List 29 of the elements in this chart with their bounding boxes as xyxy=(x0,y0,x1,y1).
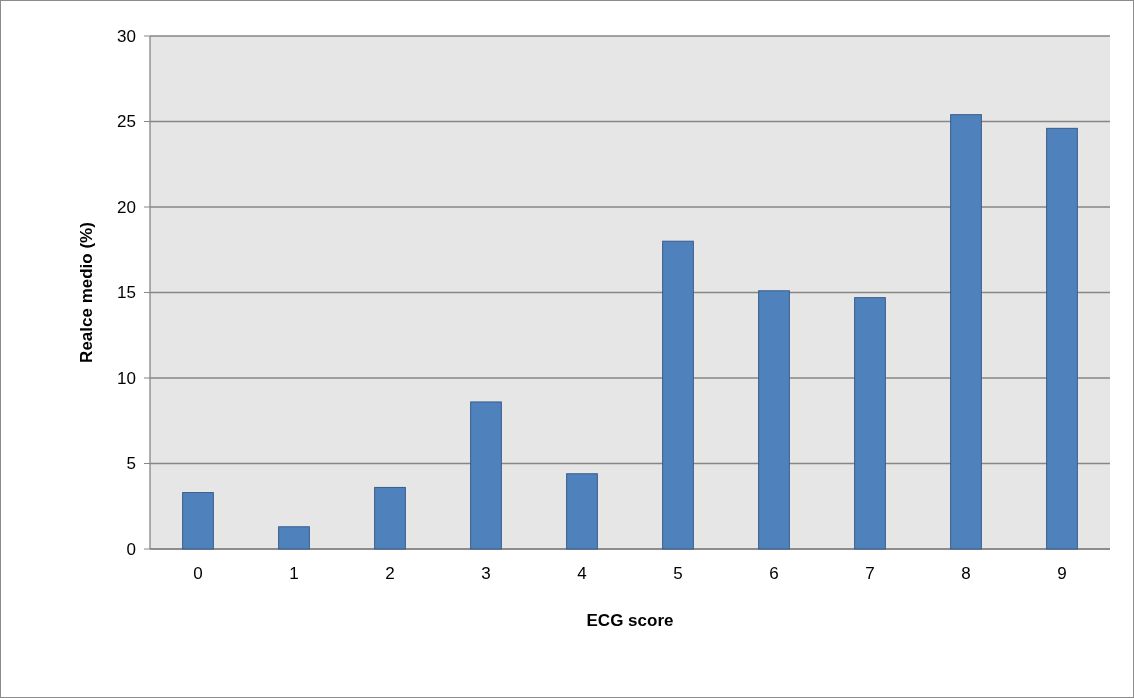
x-tick-label: 9 xyxy=(1057,564,1067,583)
x-tick-label: 6 xyxy=(769,564,779,583)
x-tick-label: 1 xyxy=(289,564,299,583)
bar xyxy=(854,297,886,550)
x-tick-label: 2 xyxy=(385,564,395,583)
x-tick-label: 4 xyxy=(577,564,587,583)
bar xyxy=(278,526,310,550)
y-tick-label: 10 xyxy=(117,368,136,388)
x-tick-label: 7 xyxy=(865,564,875,583)
y-tick-label: 5 xyxy=(126,454,136,474)
bar xyxy=(182,492,214,550)
x-tick-label: 8 xyxy=(961,564,971,583)
x-tick-label: 0 xyxy=(193,564,203,583)
bar xyxy=(758,290,790,550)
y-axis-title: Realce medio (%) xyxy=(77,222,96,363)
bar xyxy=(374,486,406,550)
y-tick-label: 30 xyxy=(117,26,136,46)
x-tick-label: 3 xyxy=(481,564,491,583)
bar xyxy=(470,401,502,550)
bar xyxy=(950,114,982,550)
x-tick-label: 5 xyxy=(673,564,683,583)
bar xyxy=(566,473,598,550)
y-tick-label: 15 xyxy=(117,283,136,303)
y-tick-label: 25 xyxy=(117,112,136,132)
bar xyxy=(1046,127,1078,550)
y-tick-label: 20 xyxy=(117,197,136,217)
x-axis-title: ECG score xyxy=(586,611,674,630)
y-tick-label: 0 xyxy=(126,539,136,559)
bar xyxy=(662,240,694,550)
